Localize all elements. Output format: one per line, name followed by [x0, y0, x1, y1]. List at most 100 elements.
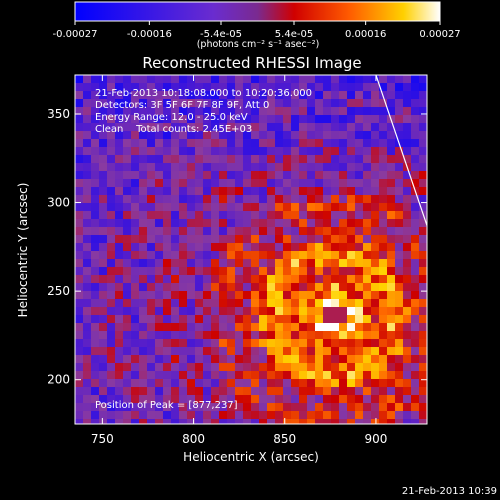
heatmap-cell [147, 315, 156, 324]
heatmap-cell [387, 275, 396, 284]
heatmap-cell [219, 155, 228, 164]
heatmap-cell [379, 419, 388, 424]
heatmap-cell [99, 123, 108, 132]
heatmap-cell [203, 363, 212, 372]
heatmap-cell [419, 243, 427, 252]
heatmap-cell [123, 139, 132, 148]
heatmap-cell [179, 267, 188, 276]
heatmap-cell [203, 387, 212, 396]
heatmap-cell [283, 419, 292, 424]
heatmap-cell [243, 387, 252, 396]
heatmap-cell [123, 347, 132, 356]
heatmap-cell [323, 363, 332, 372]
heatmap-cell [363, 251, 372, 260]
heatmap-cell [131, 99, 140, 108]
heatmap-cell [155, 323, 164, 332]
heatmap-cell [131, 155, 140, 164]
heatmap-cell [419, 403, 427, 412]
heatmap-cell [219, 347, 228, 356]
heatmap-cell [203, 315, 212, 324]
heatmap-cell [267, 283, 276, 292]
heatmap-cell [339, 235, 348, 244]
heatmap-cell [315, 195, 324, 204]
heatmap-cell [267, 155, 276, 164]
heatmap-cell [411, 323, 420, 332]
heatmap-cell [339, 371, 348, 380]
heatmap-cell [291, 283, 300, 292]
heatmap-cell [363, 379, 372, 388]
heatmap-cell [227, 131, 236, 140]
heatmap-cell [123, 195, 132, 204]
heatmap-cell [275, 307, 284, 316]
heatmap-cell [131, 259, 140, 268]
heatmap-cell [91, 99, 100, 108]
heatmap-cell [387, 99, 396, 108]
heatmap-cell [355, 339, 364, 348]
heatmap-cell [299, 179, 308, 188]
colorbar-unit-label: (photons cm⁻² s⁻¹ asec⁻²) [197, 39, 320, 50]
heatmap-cell [395, 235, 404, 244]
heatmap-cell [139, 267, 148, 276]
heatmap-cell [299, 339, 308, 348]
heatmap-cell [219, 275, 228, 284]
heatmap-cell [267, 355, 276, 364]
heatmap-cell [147, 147, 156, 156]
heatmap-cell [379, 115, 388, 124]
heatmap-cell [283, 299, 292, 308]
heatmap-cell [171, 83, 180, 92]
heatmap-cell [339, 139, 348, 148]
heatmap-cell [147, 347, 156, 356]
heatmap-cell [355, 147, 364, 156]
heatmap-cell [347, 419, 356, 424]
heatmap-cell [371, 275, 380, 284]
heatmap-cell [371, 227, 380, 236]
heatmap-cell [75, 179, 84, 188]
heatmap-cell [227, 179, 236, 188]
heatmap-cell [131, 355, 140, 364]
heatmap-cell [243, 419, 252, 424]
heatmap-cell [275, 379, 284, 388]
heatmap-cell [267, 187, 276, 196]
heatmap-cell [347, 83, 356, 92]
heatmap-cell [131, 371, 140, 380]
heatmap-cell [235, 411, 244, 420]
heatmap-cell [347, 331, 356, 340]
heatmap-cell [123, 115, 132, 124]
heatmap-cell [203, 275, 212, 284]
heatmap-cell [203, 219, 212, 228]
heatmap-cell [187, 115, 196, 124]
heatmap-cell [339, 267, 348, 276]
heatmap-cell [123, 259, 132, 268]
heatmap-cell [75, 387, 84, 396]
heatmap-cell [275, 251, 284, 260]
heatmap-cell [323, 99, 332, 108]
heatmap-cell [299, 163, 308, 172]
heatmap-cell [267, 107, 276, 116]
heatmap-cell [339, 115, 348, 124]
heatmap-cell [203, 195, 212, 204]
heatmap-cell [331, 243, 340, 252]
heatmap-cell [387, 131, 396, 140]
heatmap-cell [195, 83, 204, 92]
heatmap-cell [227, 139, 236, 148]
heatmap-cell [355, 139, 364, 148]
heatmap-cell [163, 243, 172, 252]
heatmap-cell [315, 243, 324, 252]
heatmap-cell [259, 363, 268, 372]
heatmap-cell [395, 211, 404, 220]
heatmap-cell [315, 107, 324, 116]
heatmap-cell [139, 355, 148, 364]
heatmap-cell [371, 155, 380, 164]
heatmap-cell [339, 99, 348, 108]
heatmap-cell [227, 227, 236, 236]
heatmap-cell [411, 299, 420, 308]
heatmap-cell [403, 403, 412, 412]
heatmap-cell [411, 411, 420, 420]
heatmap-cell [267, 347, 276, 356]
heatmap-cell [163, 299, 172, 308]
heatmap-cell [99, 315, 108, 324]
heatmap-cell [131, 75, 140, 84]
heatmap-cell [419, 195, 427, 204]
heatmap-cell [403, 387, 412, 396]
heatmap-cell [387, 227, 396, 236]
